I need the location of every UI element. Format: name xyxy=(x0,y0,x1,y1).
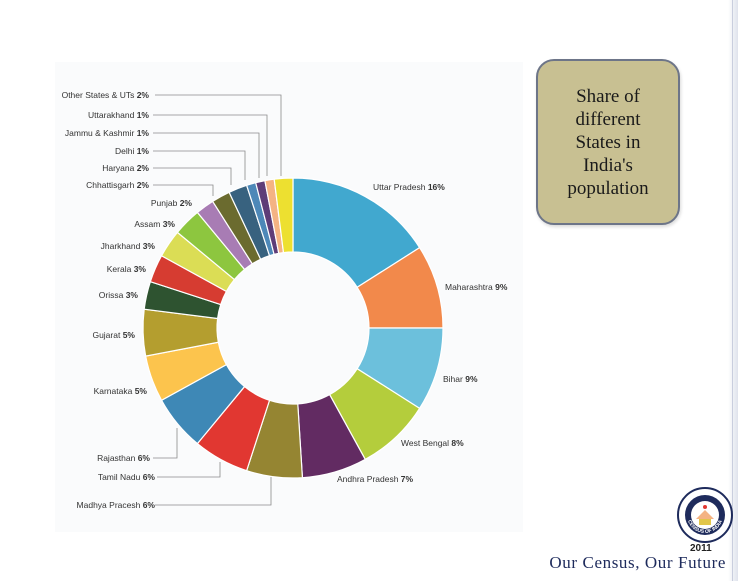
slide-title: Share of different States in India's pop… xyxy=(567,85,649,199)
label-orissa: Orissa 3% xyxy=(99,290,139,300)
label-uttarakhand: Uttarakhand 1% xyxy=(88,110,149,120)
leader-madhya-pracesh xyxy=(155,477,272,506)
slice-other-states-uts xyxy=(273,177,294,254)
title-box: Share of different States in India's pop… xyxy=(536,59,680,225)
label-haryana: Haryana 2% xyxy=(102,163,149,173)
label-kerala: Kerala 3% xyxy=(107,264,147,274)
label-karnataka: Karnataka 5% xyxy=(94,386,148,396)
label-gujarat: Gujarat 5% xyxy=(92,330,135,340)
leader-lines xyxy=(153,94,282,506)
label-delhi: Delhi 1% xyxy=(115,146,149,156)
label-jammu-kashmir: Jammu & Kashmir 1% xyxy=(65,128,150,138)
label-chhattisgarh: Chhattisgarh 2% xyxy=(86,180,149,190)
leader-rajasthan xyxy=(153,428,178,459)
leader-tamil-nadu xyxy=(157,462,221,478)
slice-labels: Uttar Pradesh 16% Maharashtra 9% Bihar 9% W… xyxy=(62,90,508,510)
label-bihar: Bihar 9% xyxy=(443,374,478,384)
footer-slogan: Our Census, Our Future xyxy=(549,553,726,572)
leader-uttarakhand xyxy=(153,114,268,176)
label-uttar-pradesh: Uttar Pradesh 16% xyxy=(373,182,445,192)
label-punjab: Punjab 2% xyxy=(151,198,193,208)
label-madhya-pracesh: Madhya Pracesh 6% xyxy=(77,500,156,510)
label-west-bengal: West Bengal 8% xyxy=(401,438,464,448)
label-tamil-nadu: Tamil Nadu 6% xyxy=(98,472,156,482)
label-andhra-pradesh: Andhra Pradesh 7% xyxy=(337,474,414,484)
leader-jammu-kashmir xyxy=(153,132,260,178)
leader-delhi xyxy=(153,150,246,180)
label-rajasthan: Rajasthan 6% xyxy=(97,453,150,463)
census-year: 2011 xyxy=(690,543,712,554)
slide-right-edge xyxy=(728,0,738,581)
label-jharkhand: Jharkhand 3% xyxy=(101,241,156,251)
census-of-india-emblem: CENSUS OF INDIA xyxy=(677,487,733,543)
donut-chart: Uttar Pradesh 16% Maharashtra 9% Bihar 9% W… xyxy=(62,90,508,510)
donut-slices xyxy=(142,177,444,479)
chart-panel: Uttar Pradesh 16% Maharashtra 9% Bihar 9% W… xyxy=(55,62,523,532)
label-maharashtra: Maharashtra 9% xyxy=(445,282,508,292)
label-other-states-uts: Other States & UTs 2% xyxy=(62,90,150,100)
leader-chhattisgarh xyxy=(153,184,214,196)
leader-other-states-uts xyxy=(155,94,282,176)
label-assam: Assam 3% xyxy=(134,219,175,229)
leader-haryana xyxy=(153,167,232,185)
